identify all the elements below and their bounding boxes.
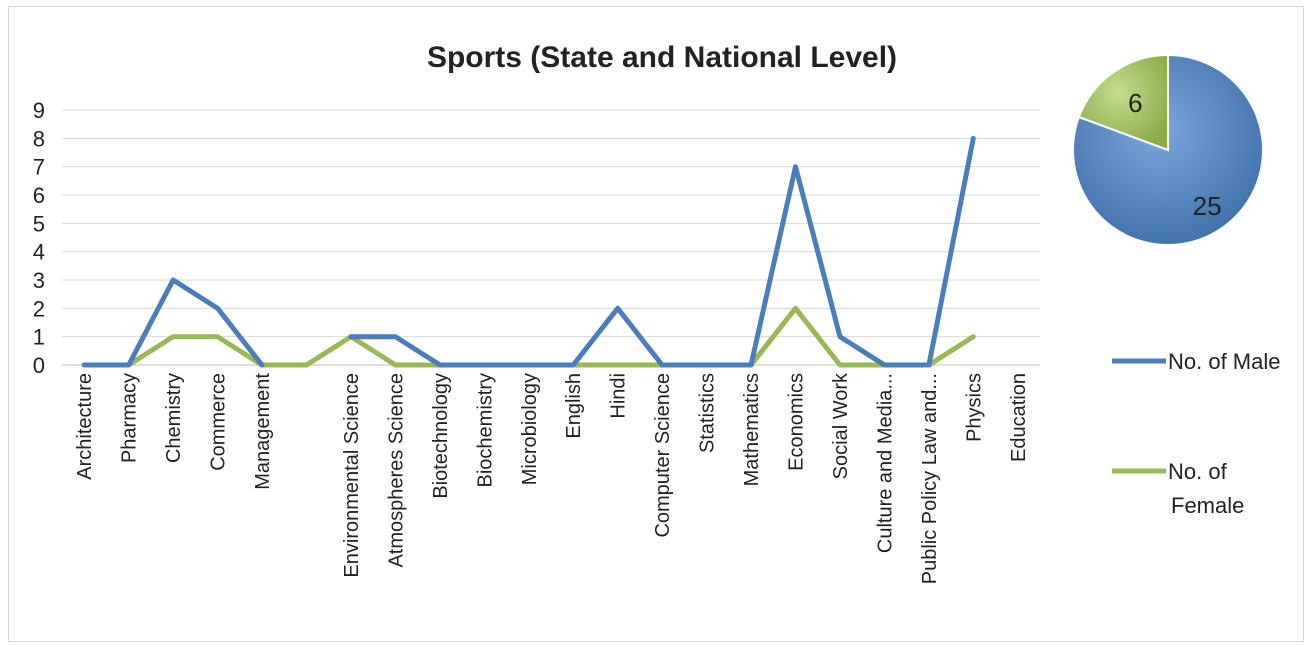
x-tick-label: Commerce xyxy=(208,373,230,471)
data-point xyxy=(883,364,885,366)
x-tick-label: Social Work xyxy=(830,372,852,479)
series-line-male xyxy=(348,135,976,368)
data-point xyxy=(928,364,930,366)
x-tick-label: Physics xyxy=(963,373,985,442)
data-point xyxy=(795,307,797,309)
data-point xyxy=(750,364,752,366)
data-point xyxy=(439,364,441,366)
x-tick-label: English xyxy=(563,373,585,439)
x-tick-label: Hindi xyxy=(608,373,630,419)
x-tick-label: Statistics xyxy=(697,373,719,453)
x-tick-label: Mathematics xyxy=(741,373,763,486)
y-tick-label: 9 xyxy=(33,98,45,123)
data-point xyxy=(394,364,396,366)
legend-label: Female xyxy=(1171,493,1244,518)
data-point xyxy=(217,307,219,309)
legend: No. of Male No. of Female xyxy=(1112,349,1281,518)
y-tick-label: 0 xyxy=(33,353,45,378)
x-tick-label: Pharmacy xyxy=(119,373,141,463)
y-axis-ticks: 0 1 2 3 4 5 6 7 8 9 xyxy=(33,98,45,378)
x-tick-label: Environmental Science xyxy=(341,373,363,578)
gridlines xyxy=(62,109,1040,366)
data-point xyxy=(217,336,219,338)
x-tick-label: Culture and Media... xyxy=(874,373,896,553)
pie-slice-label: 6 xyxy=(1128,88,1142,118)
x-tick-label: Computer Science xyxy=(652,373,674,538)
data-point xyxy=(83,364,85,366)
pie-chart: 25 6 xyxy=(1071,53,1264,246)
data-point xyxy=(483,364,485,366)
data-point xyxy=(617,364,619,366)
data-point xyxy=(839,364,841,366)
x-tick-label: Management xyxy=(252,373,274,490)
x-axis-ticks: Architecture Pharmacy Chemistry Commerce Man… xyxy=(74,372,1030,584)
data-point xyxy=(172,279,174,281)
chart-title: Sports (State and National Level) xyxy=(427,41,897,74)
pie-slice xyxy=(1077,53,1169,152)
x-tick-label: Public Policy Law and... xyxy=(919,373,941,584)
data-point xyxy=(972,137,974,139)
data-point xyxy=(572,364,574,366)
series-lines xyxy=(81,135,976,368)
x-tick-label: Microbiology xyxy=(519,373,541,485)
data-point xyxy=(661,364,663,366)
data-point xyxy=(839,336,841,338)
y-tick-label: 7 xyxy=(33,155,45,180)
y-tick-label: 2 xyxy=(33,296,45,321)
data-point xyxy=(972,336,974,338)
pie-slice-label: 25 xyxy=(1193,191,1222,221)
series-line-male xyxy=(81,277,265,368)
data-point xyxy=(350,336,352,338)
data-point xyxy=(394,336,396,338)
data-point xyxy=(706,364,708,366)
y-tick-label: 5 xyxy=(33,211,45,236)
data-point xyxy=(128,364,130,366)
x-tick-label: Architecture xyxy=(74,373,96,480)
x-tick-label: Atmospheres Science xyxy=(385,373,407,568)
data-point xyxy=(795,166,797,168)
y-tick-label: 8 xyxy=(33,126,45,151)
data-point xyxy=(172,336,174,338)
x-tick-label: Chemistry xyxy=(163,373,185,463)
x-tick-label: Education xyxy=(1008,373,1030,462)
x-tick-label: Economics xyxy=(786,373,808,471)
legend-label: No. of xyxy=(1168,459,1228,484)
y-tick-label: 6 xyxy=(33,183,45,208)
y-tick-label: 1 xyxy=(33,325,45,350)
data-point xyxy=(306,364,308,366)
data-point xyxy=(617,307,619,309)
x-tick-label: Biotechnology xyxy=(430,373,452,499)
data-point xyxy=(261,364,263,366)
y-tick-label: 4 xyxy=(33,240,45,265)
legend-label: No. of Male xyxy=(1168,349,1281,374)
x-tick-label: Biochemistry xyxy=(474,373,496,487)
y-tick-label: 3 xyxy=(33,268,45,293)
data-point xyxy=(528,364,530,366)
